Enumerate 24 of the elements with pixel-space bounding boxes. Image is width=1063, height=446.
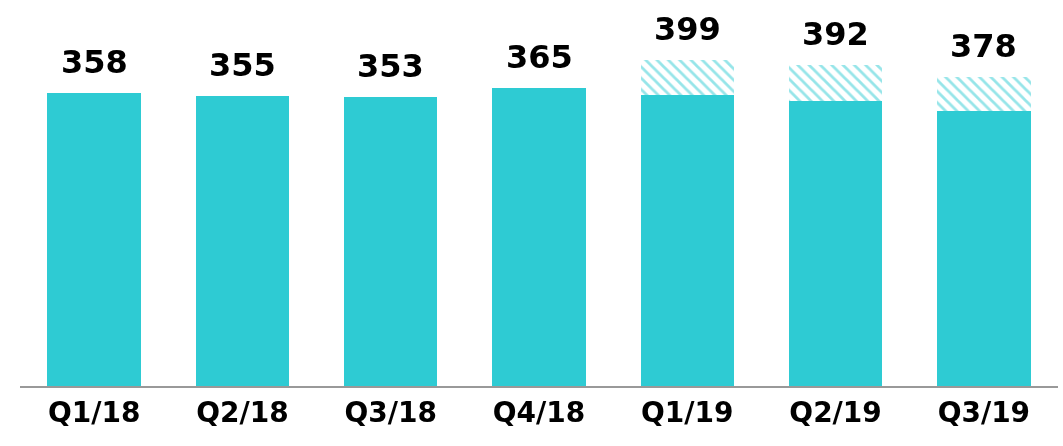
- x-tick-label: Q1/19: [641, 395, 734, 429]
- bar: [344, 97, 438, 386]
- bar: [492, 87, 586, 386]
- total-label: 392: [802, 15, 869, 53]
- bar: [788, 65, 883, 101]
- bar: [195, 95, 290, 386]
- data-label: 365: [506, 38, 573, 76]
- total-label: 399: [654, 10, 721, 48]
- bar: [788, 100, 883, 386]
- data-label: 355: [209, 46, 276, 84]
- x-tick-label: Q3/19: [937, 395, 1031, 429]
- bar: [47, 93, 141, 386]
- total-label: 378: [950, 27, 1017, 65]
- x-tick-label: Q4/18: [492, 395, 586, 429]
- bar: [640, 59, 734, 95]
- x-tick-label: Q2/18: [196, 395, 289, 429]
- x-tick-label: Q3/18: [344, 395, 437, 429]
- bar: [937, 111, 1031, 386]
- data-label: 358: [61, 43, 128, 81]
- x-tick-label: Q2/19: [789, 395, 882, 429]
- bar: [937, 76, 1031, 112]
- bar: [640, 94, 734, 386]
- x-tick-label: Q1/18: [47, 395, 141, 429]
- data-label: 353: [357, 47, 424, 85]
